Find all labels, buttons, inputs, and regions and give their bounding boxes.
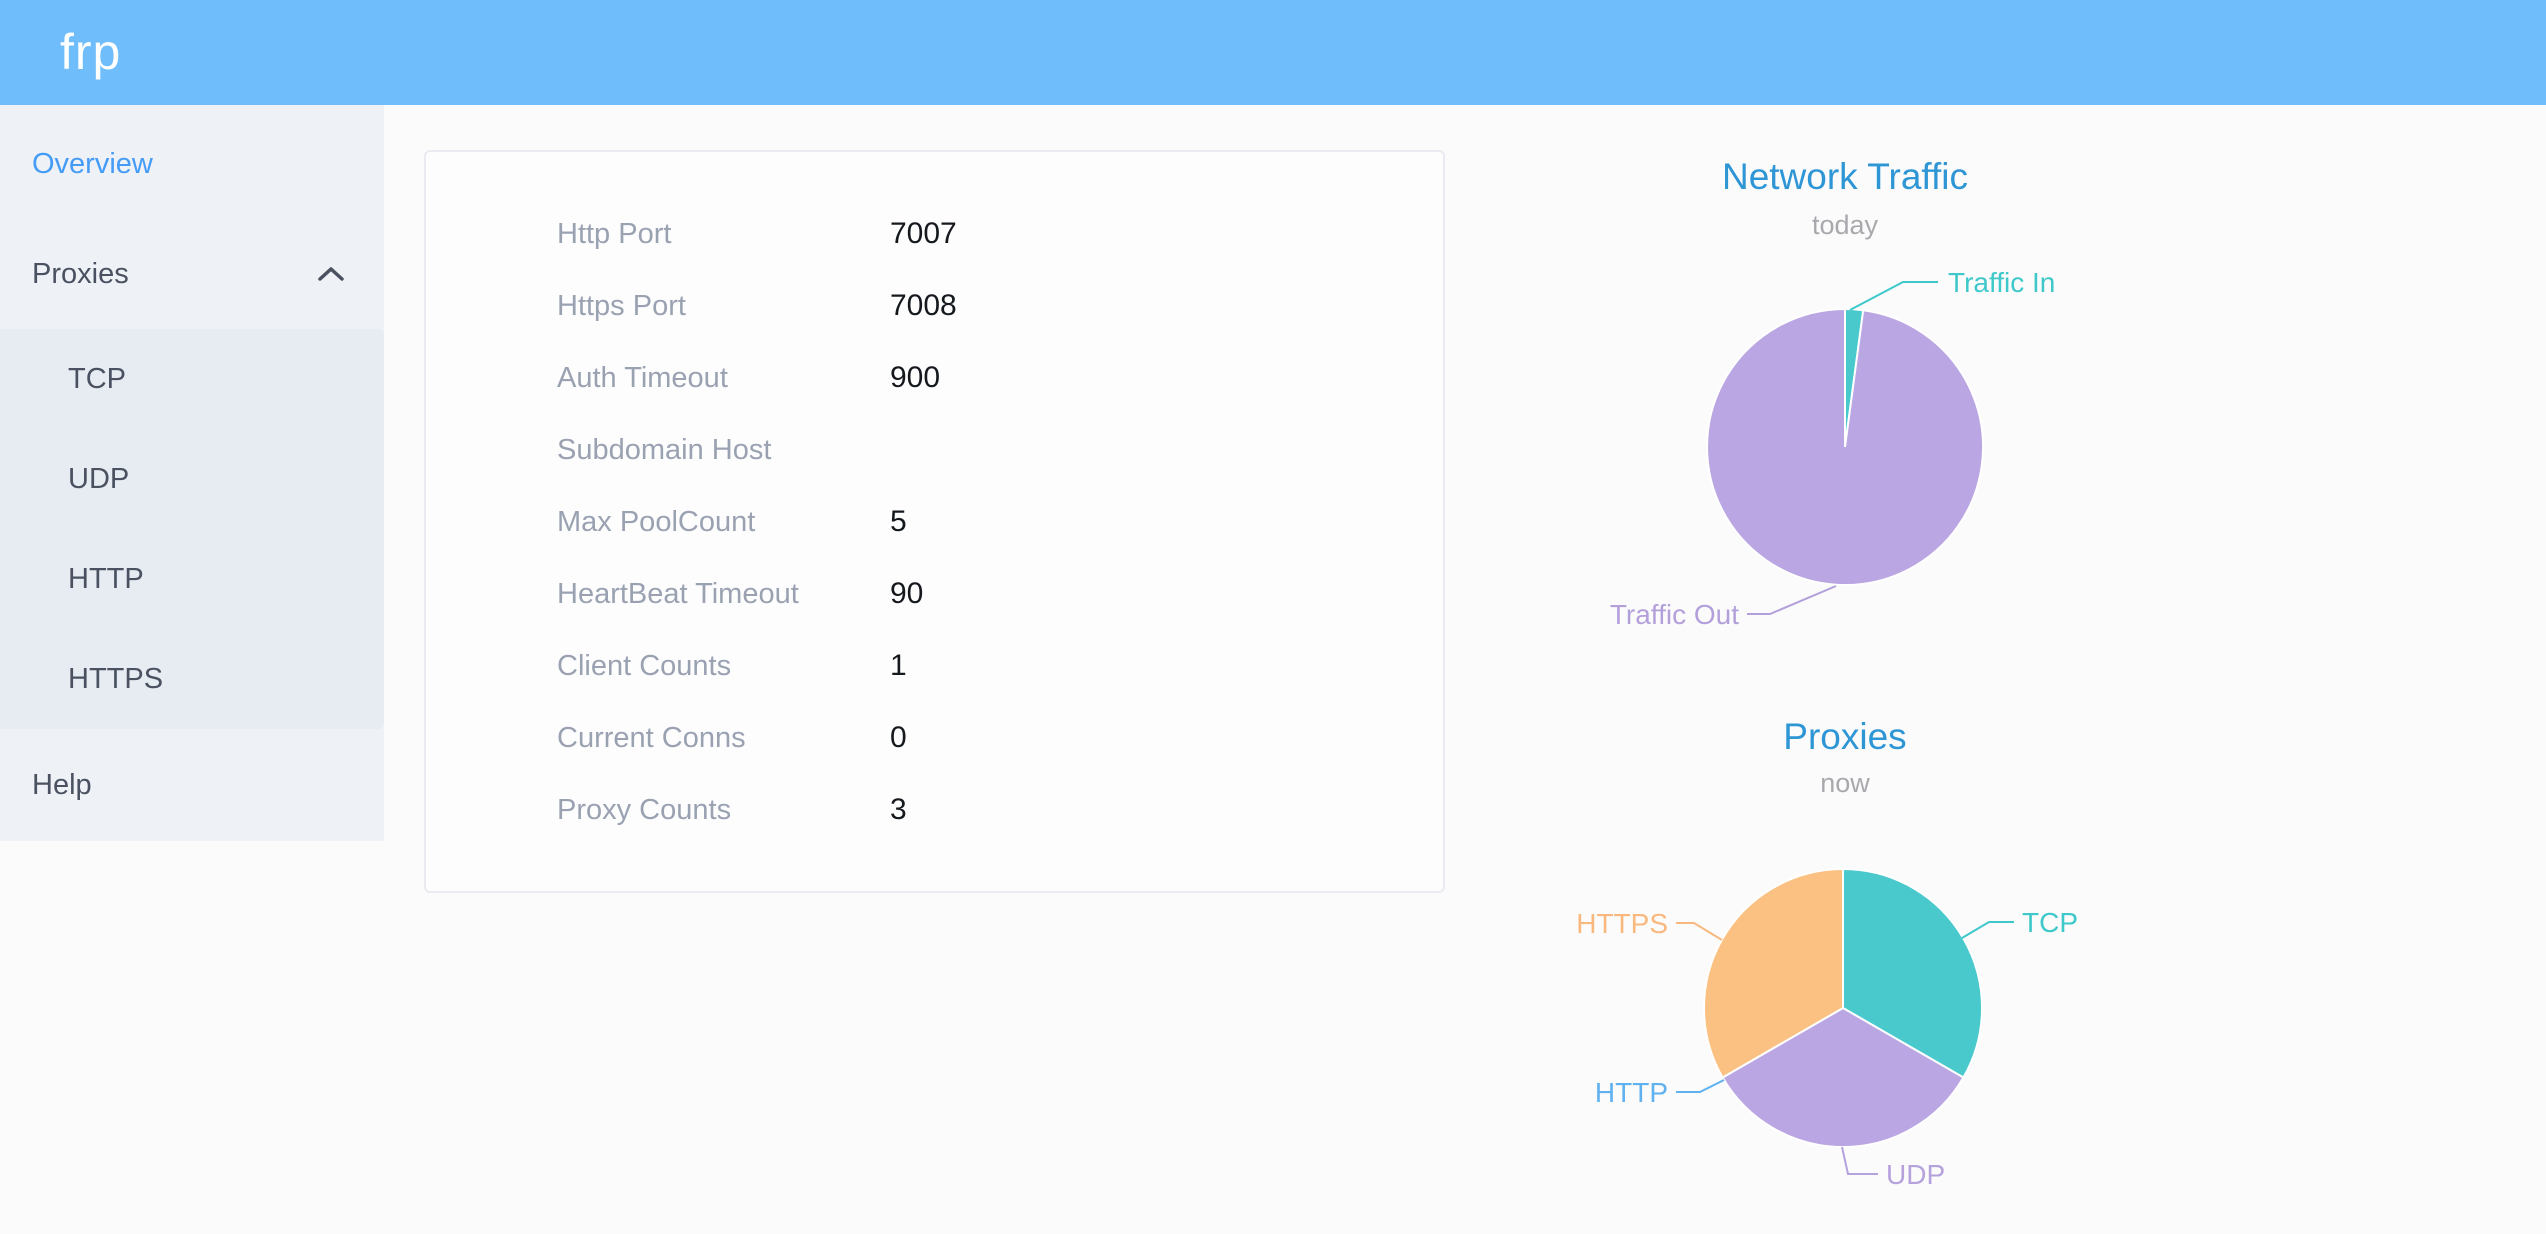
info-value: 90 [890, 577, 924, 610]
info-label: Client Counts [557, 649, 732, 682]
info-label: Subdomain Host [557, 433, 772, 466]
pie-slice-https[interactable] [1703, 867, 1844, 1079]
chevron-up-icon [318, 219, 344, 329]
server-info-card: Http Port 7007 Https Port 7008 Auth Timeout 9… [424, 150, 1445, 893]
info-row: Auth Timeout 900 [426, 342, 1443, 414]
sidebar-item-http[interactable]: HTTP [68, 563, 144, 595]
info-value: 5 [890, 505, 907, 538]
pie-label-http: HTTP [1595, 1077, 1668, 1108]
info-row: Subdomain Host [426, 414, 1443, 486]
info-value: 0 [890, 721, 907, 754]
info-value: 3 [890, 793, 907, 826]
info-row: Max PoolCount 5 [426, 486, 1443, 558]
sidebar-item-udp[interactable]: UDP [68, 463, 130, 495]
info-value: 900 [890, 361, 941, 394]
pie-label-traffic-in: Traffic In [1948, 267, 2055, 298]
info-label: Proxy Counts [557, 793, 732, 826]
pie-label-line-traffic-in [1849, 281, 1938, 311]
proxies-pie-chart: TCP UDP HTTP HTTPS [1576, 867, 2078, 1190]
pie-label-line-udp [1841, 1146, 1878, 1175]
info-value: 1 [890, 649, 907, 682]
sidebar-menu: Overview Proxies TCP UDP HTTP HTTPS Help [0, 105, 384, 841]
pie-slice-traffic-out[interactable] [1706, 307, 1984, 586]
info-row: Client Counts 1 [426, 630, 1443, 702]
pie-label-line-tcp [1961, 921, 2014, 939]
sidebar-item-https[interactable]: HTTPS [68, 663, 164, 695]
info-label: HeartBeat Timeout [557, 577, 799, 610]
info-label: Current Conns [557, 721, 746, 754]
pie-slice-tcp[interactable] [1842, 867, 1983, 1079]
info-rows: Http Port 7007 Https Port 7008 Auth Timeout 9… [426, 152, 1443, 846]
sidebar-item-help[interactable]: Help [32, 769, 92, 801]
network-traffic-pie-chart: Traffic In Traffic Out [1610, 267, 2056, 630]
info-row: Http Port 7007 [426, 198, 1443, 270]
pie-label-tcp: TCP [2022, 907, 2078, 938]
info-label: Https Port [557, 289, 686, 322]
pie-label-line-http [1676, 1079, 1725, 1093]
sidebar-item-overview[interactable]: Overview [32, 148, 153, 180]
app-header: frp [0, 0, 2546, 105]
info-row: HeartBeat Timeout 90 [426, 558, 1443, 630]
info-label: Max PoolCount [557, 505, 756, 538]
pie-label-line-https [1676, 922, 1723, 941]
sidebar: Overview Proxies TCP UDP HTTP HTTPS Help [0, 105, 384, 841]
info-row: Proxy Counts 3 [426, 774, 1443, 846]
info-label: Http Port [557, 217, 672, 250]
pie-label-https: HTTPS [1576, 908, 1668, 939]
pie-label-traffic-out: Traffic Out [1610, 599, 1739, 630]
info-value: 7007 [890, 217, 957, 250]
sidebar-item-proxies-label: Proxies [32, 258, 129, 290]
info-row: Current Conns 0 [426, 702, 1443, 774]
chart-title-network-traffic: Network Traffic [1721, 156, 1969, 197]
app-logo: frp [60, 24, 122, 80]
pie-label-line-traffic-out [1747, 585, 1837, 615]
sidebar-item-tcp[interactable]: TCP [68, 363, 126, 395]
chart-subtitle-now: now [1820, 768, 1870, 798]
sidebar-item-proxies[interactable]: Proxies [0, 219, 384, 329]
chart-title-proxies: Proxies [1783, 716, 1907, 757]
info-label: Auth Timeout [557, 361, 728, 394]
pie-label-udp: UDP [1886, 1159, 1945, 1190]
info-row: Https Port 7008 [426, 270, 1443, 342]
chart-subtitle-today: today [1811, 210, 1879, 240]
sidebar-submenu-proxies: TCP UDP HTTP HTTPS [0, 329, 384, 729]
info-value: 7008 [890, 289, 957, 322]
